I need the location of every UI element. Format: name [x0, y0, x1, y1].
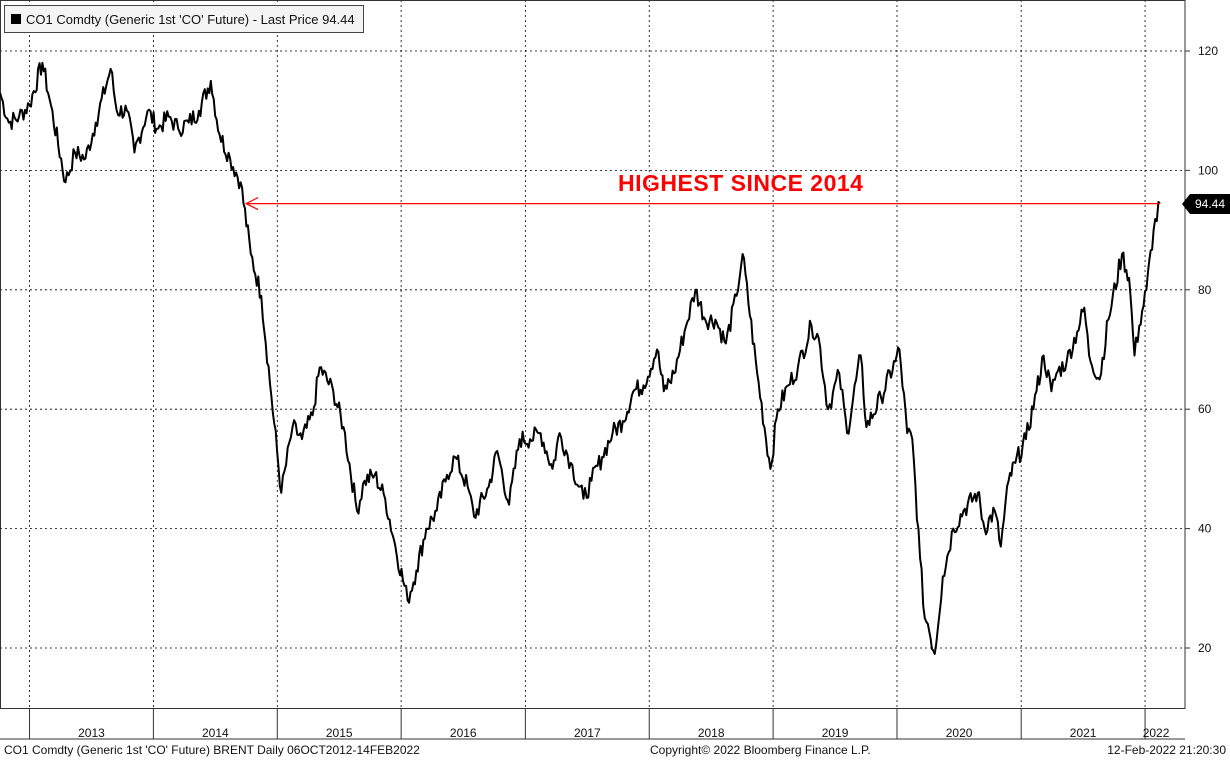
footer-timestamp: 12-Feb-2022 21:20:30 [1107, 743, 1226, 757]
y-tick-label: 100 [1198, 163, 1218, 177]
highest-since-annotation: HIGHEST SINCE 2014 [618, 170, 864, 196]
x-tick-label: 2015 [326, 726, 353, 740]
x-tick-label: 2016 [450, 726, 477, 740]
x-tick-label: 2014 [202, 726, 229, 740]
y-tick-label: 20 [1198, 641, 1212, 655]
legend-swatch [11, 14, 21, 24]
price-series-line [0, 61, 1161, 655]
chart-legend: CO1 Comdty (Generic 1st 'CO' Future) - L… [4, 5, 364, 33]
last-price-tag: 94.44 [1182, 194, 1230, 214]
y-tick-label: 40 [1198, 522, 1212, 536]
x-tick-label: 2013 [78, 726, 105, 740]
footer-copyright: Copyright© 2022 Bloomberg Finance L.P. [650, 743, 871, 757]
x-tick-label: 2019 [822, 726, 849, 740]
series-layer [0, 61, 1161, 655]
y-tick-label: 60 [1198, 402, 1212, 416]
footer-security-info: CO1 Comdty (Generic 1st 'CO' Future) BRE… [4, 743, 420, 757]
highest-since-arrowhead [244, 197, 259, 211]
x-tick-label: 2018 [698, 726, 725, 740]
y-tick-label: 120 [1198, 44, 1218, 58]
x-tick-label: 2022 [1143, 726, 1170, 740]
legend-label: CO1 Comdty (Generic 1st 'CO' Future) - L… [26, 11, 355, 27]
y-tick-label: 80 [1198, 283, 1212, 297]
x-tick-label: 2021 [1070, 726, 1097, 740]
plot-frame [0, 0, 1186, 709]
x-tick-label: 2020 [946, 726, 973, 740]
grid-layer [0, 0, 1185, 708]
x-tick-label: 2017 [574, 726, 601, 740]
axis-layer: 20 40 60 80 100 120 2013 2014 2015 2016 2017 2018 20… [0, 0, 1218, 740]
